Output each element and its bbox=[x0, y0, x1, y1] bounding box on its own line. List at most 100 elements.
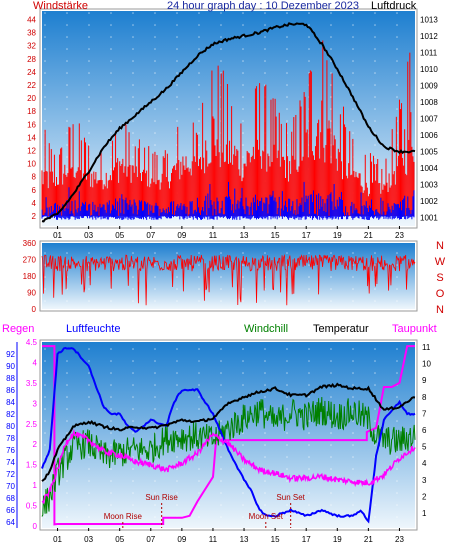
direction-tick-label: 90 bbox=[27, 289, 36, 298]
panel-direction-frame bbox=[39, 240, 418, 312]
x-tick-label-bottom: 01 bbox=[53, 535, 62, 544]
temperature-tick-label: 1 bbox=[422, 509, 427, 518]
pressure-tick-label: 1002 bbox=[420, 197, 438, 206]
rain-tick-label: 4 bbox=[33, 358, 38, 367]
wind-tick-label: 10 bbox=[27, 160, 36, 169]
humidity-tick-label: 92 bbox=[6, 350, 15, 359]
legend-taupunkt: Taupunkt bbox=[392, 323, 437, 335]
legend-temperatur: Temperatur bbox=[313, 323, 369, 335]
pressure-tick-label: 1010 bbox=[420, 65, 438, 74]
humidity-tick-label: 84 bbox=[6, 398, 15, 407]
rain-tick-label: 0 bbox=[33, 522, 38, 531]
wind-tick-label: 4 bbox=[32, 199, 37, 208]
temperature-tick-label: 7 bbox=[422, 409, 427, 418]
humidity-tick-label: 66 bbox=[6, 506, 15, 515]
legend-luftfeuchte: Luftfeuchte bbox=[66, 323, 120, 335]
humidity-tick-label: 70 bbox=[6, 482, 15, 491]
x-tick-label-top: 19 bbox=[333, 231, 342, 240]
x-tick-label-bottom: 13 bbox=[240, 535, 249, 544]
direction-tick-label: 270 bbox=[23, 256, 37, 265]
pressure-tick-label: 1004 bbox=[420, 164, 438, 173]
humidity-tick-label: 64 bbox=[6, 518, 15, 527]
rain-tick-label: 2.5 bbox=[26, 420, 38, 429]
humidity-tick-label: 72 bbox=[6, 470, 15, 479]
wind-tick-label: 20 bbox=[27, 94, 36, 103]
wind-tick-label: 32 bbox=[27, 42, 36, 51]
wind-tick-label: 24 bbox=[27, 68, 36, 77]
humidity-tick-label: 86 bbox=[6, 386, 15, 395]
windchill-line bbox=[41, 396, 416, 517]
pressure-tick-label: 1013 bbox=[420, 15, 438, 24]
wind-tick-label: 8 bbox=[32, 173, 37, 182]
x-tick-label-top: 01 bbox=[53, 231, 62, 240]
pressure-tick-label: 1005 bbox=[420, 148, 438, 157]
wind-tick-label: 14 bbox=[27, 133, 36, 142]
humidity-tick-label: 74 bbox=[6, 458, 15, 467]
temperature-tick-label: 4 bbox=[422, 459, 427, 468]
x-tick-label-top: 05 bbox=[115, 231, 124, 240]
direction-tick-label: 0 bbox=[32, 305, 37, 314]
humidity-tick-label: 68 bbox=[6, 494, 15, 503]
x-tick-label-top: 07 bbox=[146, 231, 155, 240]
temperature-tick-label: 3 bbox=[422, 476, 427, 485]
wind-tick-label: 18 bbox=[27, 107, 36, 116]
temperature-tick-label: 6 bbox=[422, 426, 427, 435]
x-tick-label-bottom: 15 bbox=[271, 535, 280, 544]
temperature-line bbox=[41, 382, 416, 482]
humidity-tick-label: 76 bbox=[6, 446, 15, 455]
x-tick-label-bottom: 05 bbox=[115, 535, 124, 544]
pressure-tick-label: 1012 bbox=[420, 32, 438, 41]
direction-letter: N bbox=[436, 304, 444, 316]
wind-tick-label: 12 bbox=[27, 147, 36, 156]
x-tick-label-top: 21 bbox=[364, 231, 373, 240]
humidity-tick-label: 90 bbox=[6, 362, 15, 371]
x-tick-label-top: 13 bbox=[240, 231, 249, 240]
wind-tick-label: 44 bbox=[27, 16, 36, 25]
event-label: Sun Set bbox=[276, 493, 305, 502]
pressure-tick-label: 1001 bbox=[420, 214, 438, 223]
direction-tick-label: 360 bbox=[23, 239, 37, 248]
pressure-line bbox=[41, 22, 416, 223]
x-tick-label-bottom: 21 bbox=[364, 535, 373, 544]
direction-letter: N bbox=[436, 240, 444, 252]
panel-temp-frame bbox=[39, 339, 418, 531]
x-tick-label-top: 17 bbox=[302, 231, 311, 240]
rain-tick-label: 3.5 bbox=[26, 379, 38, 388]
temperature-series-layer: Moon Rise Sun Rise Moon Set Sun Set bbox=[41, 345, 416, 528]
axes-layer: 2468101214161820222428323844100110021003… bbox=[6, 15, 438, 544]
temperature-tick-label: 2 bbox=[422, 492, 427, 501]
temperature-tick-label: 9 bbox=[422, 376, 427, 385]
dewpoint-line bbox=[41, 428, 416, 505]
legend-windchill: Windchill bbox=[244, 323, 288, 335]
wind-tick-label: 6 bbox=[32, 186, 37, 195]
panel-wind-frame bbox=[39, 8, 418, 229]
legend-regen: Regen bbox=[2, 323, 34, 335]
x-tick-label-bottom: 11 bbox=[209, 535, 218, 544]
x-tick-label-top: 09 bbox=[177, 231, 186, 240]
humidity-tick-label: 82 bbox=[6, 410, 15, 419]
temperature-tick-label: 8 bbox=[422, 393, 427, 402]
pressure-tick-label: 1006 bbox=[420, 131, 438, 140]
rain-tick-label: 4.5 bbox=[26, 338, 38, 347]
direction-letter: W bbox=[435, 256, 446, 268]
x-tick-label-bottom: 07 bbox=[146, 535, 155, 544]
x-tick-label-top: 15 bbox=[271, 231, 280, 240]
pressure-tick-label: 1011 bbox=[420, 48, 438, 57]
left-axis-title: Windstärke bbox=[33, 0, 88, 12]
event-label: Moon Rise bbox=[104, 512, 143, 521]
chart-title: 24 hour graph day : 10 Dezember 2023 bbox=[167, 0, 359, 12]
x-tick-label-bottom: 19 bbox=[333, 535, 342, 544]
pressure-tick-label: 1009 bbox=[420, 81, 438, 90]
wind-tick-label: 22 bbox=[27, 81, 36, 90]
right-axis-title: Luftdruck bbox=[371, 0, 417, 12]
humidity-tick-label: 78 bbox=[6, 434, 15, 443]
wind-tick-label: 16 bbox=[27, 120, 36, 129]
rain-tick-label: 3 bbox=[33, 399, 38, 408]
direction-tick-label: 180 bbox=[23, 272, 37, 281]
pressure-tick-label: 1003 bbox=[420, 181, 438, 190]
x-tick-label-bottom: 03 bbox=[84, 535, 93, 544]
rain-tick-label: 1 bbox=[33, 481, 38, 490]
direction-series-layer bbox=[41, 254, 416, 306]
